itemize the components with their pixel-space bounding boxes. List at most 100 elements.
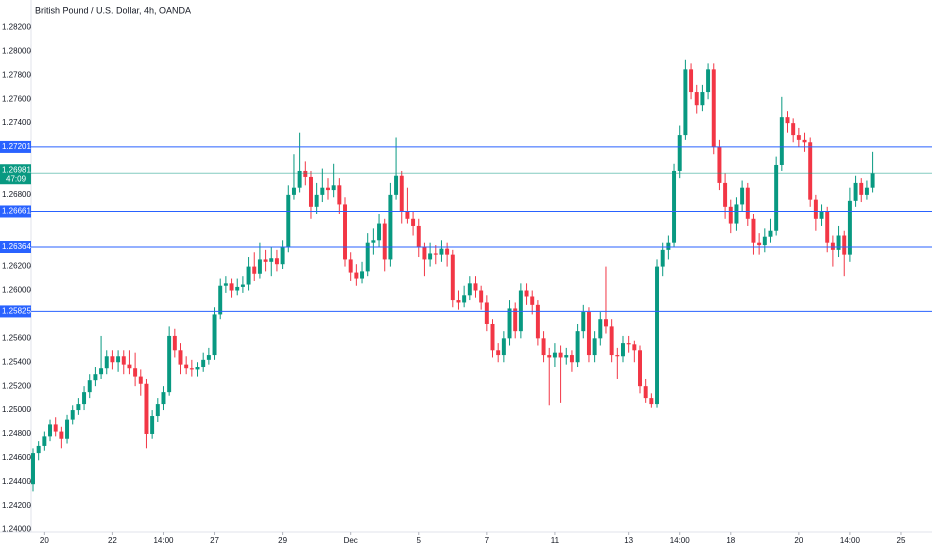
candle-body [638, 350, 642, 387]
candle-body [859, 182, 864, 195]
x-tick-label: 22 [108, 536, 117, 545]
candle-body [405, 211, 410, 219]
candle-body [581, 312, 586, 332]
candle-body [870, 173, 875, 188]
candle-body [36, 445, 41, 454]
candle-body [133, 368, 138, 377]
candle-body [110, 356, 115, 363]
candle-body [388, 194, 393, 260]
candle-body [382, 223, 387, 260]
countdown-label: 47:09 [6, 174, 27, 183]
candle-body [360, 271, 365, 279]
candle-body [280, 247, 285, 265]
level-label-box [0, 140, 31, 153]
candle-body [598, 319, 603, 339]
candle-body [672, 170, 677, 243]
candle-body [297, 170, 302, 188]
candle-body [813, 199, 818, 219]
candle-body [155, 404, 160, 417]
y-tick-label: 1.24400 [2, 477, 31, 486]
last-price-label: 1.26981 [2, 165, 31, 174]
candle-body [428, 253, 433, 260]
y-tick-label: 1.26200 [2, 262, 31, 271]
y-tick-label: 1.24800 [2, 429, 31, 438]
candle-body [535, 304, 540, 339]
candle-body [541, 338, 546, 356]
candle-body [31, 453, 35, 485]
chart-title: British Pound / U.S. Dollar, 4h, OANDA [35, 5, 191, 15]
y-tick-label: 1.25200 [2, 381, 31, 390]
candle-body [774, 164, 779, 231]
level-label-box [0, 205, 31, 218]
candle-body [167, 335, 172, 393]
candle-body [819, 211, 824, 219]
x-tick-label: 7 [485, 536, 490, 545]
candle-body [864, 187, 869, 195]
candle-body [513, 308, 518, 332]
candle-body [303, 170, 308, 177]
x-tick-label: 11 [551, 536, 560, 545]
candle-body [603, 319, 608, 327]
last-price-box [0, 164, 31, 185]
x-tick-label: 13 [624, 536, 633, 545]
x-tick-label: 20 [794, 536, 803, 545]
x-tick-label: 14:00 [153, 536, 174, 545]
candle-body [138, 376, 143, 384]
candle-body [331, 185, 336, 191]
candle-body [558, 352, 563, 358]
candle-body [377, 223, 382, 241]
candle-body [853, 182, 858, 201]
candle-body [490, 323, 495, 351]
candle-body [104, 356, 109, 369]
candle-body [337, 185, 342, 205]
candle-body [212, 314, 217, 356]
candle-body [643, 386, 648, 399]
candle-body [320, 187, 325, 195]
candle-body [842, 235, 847, 255]
candle-body [127, 364, 132, 369]
y-tick-label: 1.27600 [2, 94, 31, 103]
candle-body [711, 69, 716, 148]
level-label: 1.26364 [2, 242, 31, 251]
candle-body [575, 331, 580, 363]
candle-body [116, 356, 121, 363]
candle-body [99, 368, 104, 375]
candle-body [399, 175, 404, 212]
candle-body [246, 266, 251, 285]
candle-body [394, 175, 399, 195]
x-tick-label: 20 [40, 536, 49, 545]
candle-body [65, 419, 70, 439]
candle-body [201, 359, 206, 368]
candle-body [326, 187, 330, 191]
candle-body [422, 247, 427, 260]
candle-body [592, 338, 597, 356]
level-label: 1.25825 [2, 307, 31, 316]
candle-body [184, 364, 189, 369]
candle-body [416, 225, 421, 248]
candle-body [586, 312, 591, 356]
x-tick-label: 14:00 [670, 536, 691, 545]
level-label: 1.26661 [2, 207, 31, 216]
candle-body [286, 194, 291, 248]
candle-body [530, 296, 535, 305]
candle-body [802, 139, 807, 143]
y-tick-label: 1.28200 [2, 23, 31, 32]
candle-body [677, 135, 682, 171]
candle-body [757, 242, 762, 246]
candle-body [445, 248, 450, 255]
y-tick-label: 1.27800 [2, 70, 31, 79]
candle-body [172, 335, 177, 351]
candle-body [808, 142, 813, 200]
candle-body [189, 368, 194, 370]
candle-body [609, 326, 614, 356]
candle-body [439, 248, 444, 255]
candle-body [683, 69, 688, 136]
candle-body [462, 295, 467, 303]
candle-body [229, 283, 234, 291]
candle-body [343, 204, 347, 260]
candle-body [456, 300, 461, 303]
y-tick-label: 1.26000 [2, 286, 31, 295]
candle-body [235, 286, 240, 291]
